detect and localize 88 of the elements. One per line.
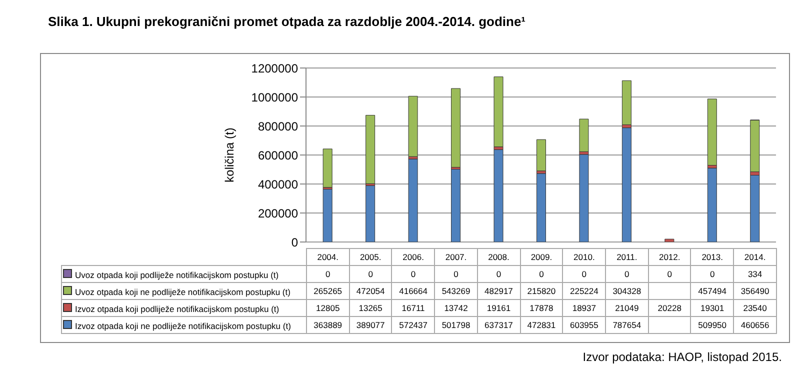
x-tick-label: 2014. <box>734 248 776 266</box>
legend-label: Uvoz otpada koji podliježe notifikacijskom postupku (t) <box>62 266 306 282</box>
data-label: 472831 <box>520 316 563 334</box>
bar <box>494 149 504 242</box>
data-label: 356490 <box>734 282 776 300</box>
y-tick-label: 1200000 <box>251 61 298 76</box>
data-label: 637317 <box>477 316 520 334</box>
data-label: 0 <box>690 266 734 282</box>
bar <box>408 96 418 157</box>
data-label: 0 <box>606 266 648 282</box>
data-label: 460656 <box>734 316 776 334</box>
y-tick-label: 400000 <box>258 177 298 192</box>
data-label: 16711 <box>392 300 435 316</box>
data-label: 416664 <box>392 282 435 300</box>
x-tick-label: 2005. <box>349 248 392 266</box>
x-tick-label: 2009. <box>520 248 563 266</box>
bar <box>707 168 717 242</box>
bar <box>622 80 632 125</box>
data-label: 0 <box>306 266 350 282</box>
data-label: 543269 <box>434 282 478 300</box>
bar <box>750 120 760 172</box>
chart-title: Slika 1. Ukupni prekogranični promet otpada za razdoblje 2004.-2014. godine¹ <box>48 14 526 29</box>
bar <box>408 158 418 242</box>
data-label: 215820 <box>520 282 563 300</box>
bar <box>579 118 589 152</box>
x-tick-label: 2011. <box>606 248 648 266</box>
x-tick-label: 2012. <box>648 248 691 266</box>
data-label: 482917 <box>477 282 520 300</box>
bar <box>579 154 589 242</box>
data-label: 21049 <box>606 300 648 316</box>
data-label: 0 <box>392 266 435 282</box>
data-label: 0 <box>349 266 392 282</box>
y-tick-label: 200000 <box>258 206 298 220</box>
data-label: 572437 <box>392 316 435 334</box>
bar <box>664 238 674 242</box>
data-label: 225224 <box>562 282 606 300</box>
bar <box>707 98 717 166</box>
bar <box>750 174 760 242</box>
bar <box>451 168 461 242</box>
data-label: 389077 <box>349 316 392 334</box>
data-label: 0 <box>562 266 606 282</box>
bar <box>536 139 546 172</box>
bar <box>622 128 632 242</box>
bar <box>536 173 546 242</box>
x-tick-label: 2008. <box>477 248 520 266</box>
data-label: 472054 <box>349 282 392 300</box>
x-tick-label: 2013. <box>690 248 734 266</box>
data-label: 0 <box>477 266 520 282</box>
x-tick-label: 2010. <box>562 248 606 266</box>
legend-label: Uvoz otpada koji ne podliježe notifikacijskom postupku (t) <box>62 282 306 300</box>
bar <box>451 88 461 168</box>
data-label: 13265 <box>349 300 392 316</box>
y-tick-label: 0 <box>291 235 298 250</box>
y-axis-title: količina (t) <box>222 128 236 182</box>
bar <box>494 76 504 148</box>
text: Izvor podataka: HAOP, listopad 2015. <box>582 350 782 364</box>
data-label: 787654 <box>606 316 648 334</box>
legend-label: Izvoz otpada koji ne podliježe notifikacijskom postupku (t) <box>62 316 306 334</box>
legend-label: Izvoz otpada koji podliježe notifikacijskom postupku (t) <box>62 300 306 316</box>
x-tick-label: 2006. <box>392 248 435 266</box>
y-tick-label: 800000 <box>258 119 298 134</box>
data-label: 363889 <box>306 316 350 334</box>
x-tick-label: 2007. <box>434 248 478 266</box>
data-label: 457494 <box>690 282 734 300</box>
data-label: 334 <box>734 266 776 282</box>
bar <box>322 188 332 242</box>
data-label: 19301 <box>690 300 734 316</box>
data-label: 0 <box>648 266 691 282</box>
data-label: 0 <box>434 266 478 282</box>
data-label: 17878 <box>520 300 563 316</box>
bar <box>322 148 332 188</box>
data-label: 13742 <box>434 300 478 316</box>
bar <box>366 185 376 242</box>
data-label: 265265 <box>306 282 350 300</box>
data-label: 603955 <box>562 316 606 334</box>
data-label: 501798 <box>434 316 478 334</box>
data-label: 18937 <box>562 300 606 316</box>
data-label: 23540 <box>734 300 776 316</box>
x-tick-label: 2004. <box>306 248 350 266</box>
data-label: 19161 <box>477 300 520 316</box>
y-tick-label: 600000 <box>258 148 298 162</box>
y-tick-label: 1000000 <box>251 90 298 104</box>
data-label: 12805 <box>306 300 350 316</box>
data-label: 304328 <box>606 282 648 300</box>
data-label: 0 <box>520 266 563 282</box>
bar <box>366 114 376 184</box>
data-label: 20228 <box>648 300 691 316</box>
data-label: 509950 <box>690 316 734 334</box>
